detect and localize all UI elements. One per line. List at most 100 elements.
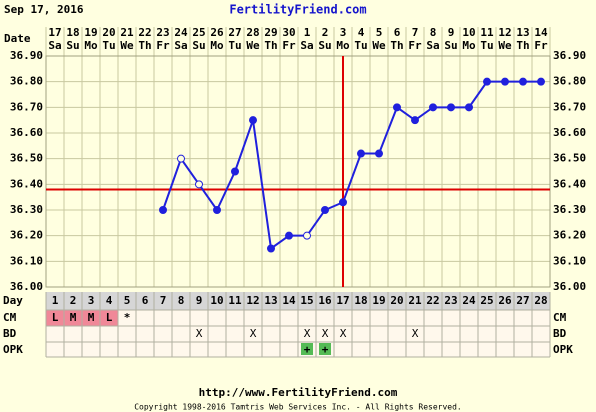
weekday-label: Sa (174, 39, 187, 52)
day-label: 9 (196, 294, 203, 307)
row-label: OPK (3, 343, 23, 356)
weekday-label: Sa (48, 39, 61, 52)
site-name: FertilityFriend.com (229, 3, 366, 17)
day-label: 14 (282, 294, 296, 307)
opk-entry: + (322, 343, 329, 356)
y-tick-label: 36.90 (553, 49, 586, 62)
temp-point (303, 231, 311, 240)
temp-point (267, 244, 275, 253)
weekday-label: Fr (534, 39, 548, 52)
weekday-label: Th (516, 39, 529, 52)
copyright: Copyright 1998-2016 Tamtris Web Services… (134, 403, 462, 412)
weekday-label: Th (390, 39, 403, 52)
y-tick-label: 36.40 (10, 177, 43, 190)
y-tick-label: 36.60 (10, 126, 43, 139)
date-label: 11 (480, 26, 494, 39)
temp-line (162, 80, 541, 251)
date-label: 7 (412, 26, 419, 39)
weekday-label: Th (138, 39, 151, 52)
day-label: 16 (318, 294, 332, 307)
y-tick-label: 36.20 (10, 229, 43, 242)
y-tick-label: 36.70 (10, 100, 43, 113)
plot-frame (45, 55, 551, 288)
bd-entry: X (322, 327, 329, 340)
y-tick-label: 36.10 (553, 254, 586, 267)
day-label: 5 (124, 294, 131, 307)
date-label: 19 (84, 26, 97, 39)
weekday-label: Mo (84, 39, 98, 52)
weekday-label: Su (66, 39, 79, 52)
day-label: 13 (264, 294, 277, 307)
day-label: 11 (228, 294, 242, 307)
date-label: 27 (228, 26, 241, 39)
cm-cell (64, 310, 82, 326)
day-label: 18 (354, 294, 367, 307)
cm-cell (46, 310, 64, 326)
opk-cell (301, 343, 313, 355)
bd-entry: X (196, 327, 203, 340)
day-label: 28 (534, 294, 547, 307)
temp-point (483, 77, 491, 86)
bd-entry: X (340, 327, 347, 340)
temp-point (285, 231, 293, 240)
temp-point (159, 206, 167, 214)
date-label: 9 (448, 26, 455, 39)
day-label: 25 (480, 294, 493, 307)
date-label: 25 (192, 26, 205, 39)
cm-entry: L (52, 311, 59, 324)
temp-point (411, 116, 419, 125)
day-label: 8 (178, 294, 185, 307)
y-tick-label: 36.90 (10, 49, 43, 62)
date-label: 12 (498, 26, 511, 39)
weekday-label: We (498, 39, 512, 52)
temp-point (519, 77, 527, 86)
bd-entry: X (412, 327, 419, 340)
date-label: 20 (102, 26, 115, 39)
temp-point (213, 206, 221, 214)
weekday-label: We (120, 39, 134, 52)
y-tick-label: 36.50 (553, 152, 586, 165)
day-label: 3 (88, 294, 95, 307)
date-label: 28 (246, 26, 259, 39)
date-label: 3 (340, 26, 347, 39)
temp-point (537, 77, 545, 86)
row-label: OPK (553, 343, 573, 356)
cm-entry: M (70, 311, 77, 324)
y-tick-label: 36.50 (10, 152, 43, 165)
day-label: 4 (106, 294, 113, 307)
temp-point (393, 103, 401, 112)
day-label: 21 (408, 294, 422, 307)
y-tick-label: 36.70 (553, 100, 586, 113)
date-label: 26 (210, 26, 224, 39)
date-label: 4 (358, 26, 365, 39)
temp-point (195, 180, 203, 189)
temp-point (177, 154, 185, 163)
weekday-label: Mo (210, 39, 224, 52)
temp-point (357, 149, 365, 158)
temp-point (429, 103, 437, 112)
day-label: 10 (210, 294, 223, 307)
row-label: CM (3, 311, 17, 324)
temp-point (447, 103, 455, 112)
y-tick-label: 36.80 (10, 75, 43, 88)
bd-entry: X (250, 327, 257, 340)
day-label: 23 (444, 294, 457, 307)
cm-entry: L (106, 311, 113, 324)
date-label: 6 (394, 26, 401, 39)
row-label: CM (553, 311, 567, 324)
weekday-label: Su (444, 39, 457, 52)
date-label: 18 (66, 26, 79, 39)
day-label: 22 (426, 294, 439, 307)
weekday-label: Su (318, 39, 331, 52)
temp-point (231, 167, 239, 176)
date-label: 10 (462, 26, 475, 39)
temp-point (321, 206, 329, 214)
temp-point (465, 103, 473, 112)
row-label: Date (4, 32, 31, 45)
date-label: 2 (322, 26, 329, 39)
y-tick-label: 36.60 (553, 126, 586, 139)
y-tick-label: 36.80 (553, 75, 586, 88)
day-label: 2 (70, 294, 77, 307)
date-label: 21 (120, 26, 134, 39)
date-label: 1 (304, 26, 311, 39)
